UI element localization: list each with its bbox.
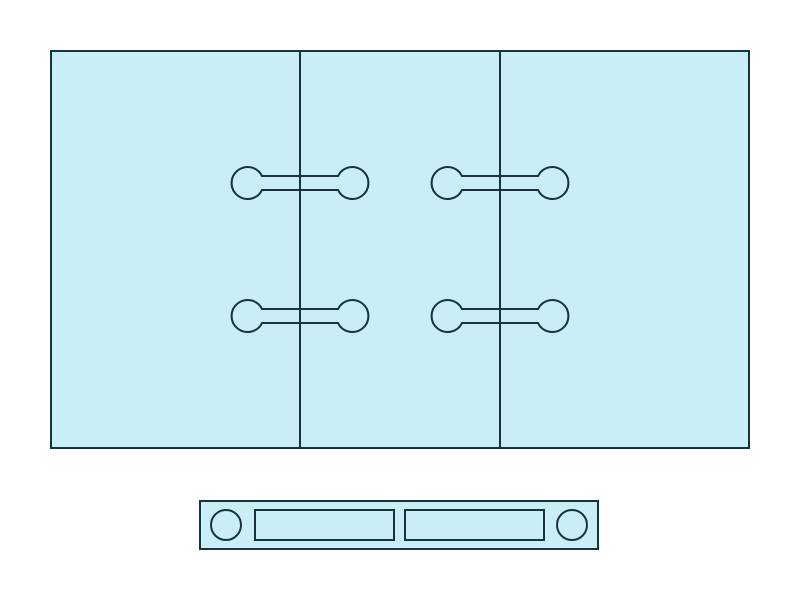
glass-panel-center	[299, 50, 501, 449]
plate-hole-right	[556, 509, 588, 541]
plate-hole-left	[210, 509, 242, 541]
elevation-view	[50, 50, 750, 449]
fitting-plate-view	[199, 500, 599, 550]
glass-panel-right	[499, 50, 750, 449]
plate-slot-left	[254, 509, 395, 541]
plate-slot-right	[404, 509, 545, 541]
glass-panel-left	[50, 50, 301, 449]
